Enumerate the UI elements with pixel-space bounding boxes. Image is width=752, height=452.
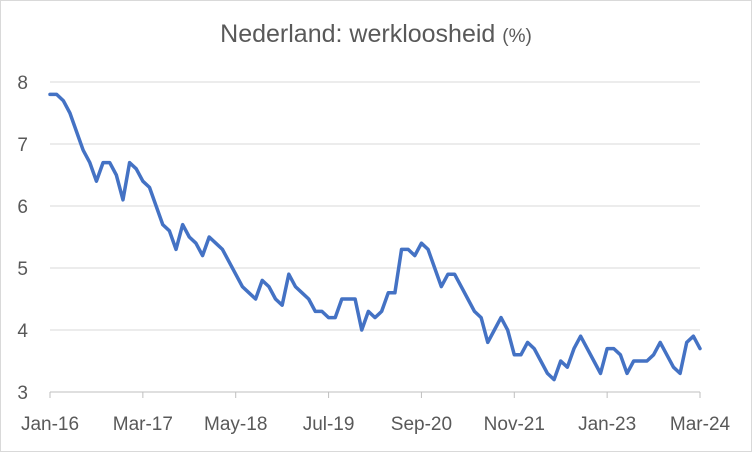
x-tick-label: Jan-23: [578, 414, 636, 435]
x-tick-label: Mar-24: [670, 414, 731, 435]
chart-title-unit: (%): [502, 26, 532, 47]
series: [48, 92, 702, 382]
y-tick-label: 5: [17, 259, 28, 280]
chart-title-text: Nederland: werkloosheid: [220, 20, 496, 48]
y-tick-label: 7: [17, 135, 28, 156]
x-tick-label: Mar-17: [113, 414, 173, 435]
y-tick-label: 6: [17, 197, 28, 218]
y-tick-label: 4: [17, 321, 28, 342]
chart-title: Nederland: werkloosheid (%): [0, 20, 752, 49]
series-line: [48, 92, 702, 382]
x-axis: [49, 391, 701, 398]
y-tick-label: 3: [17, 383, 28, 404]
x-tick-label: May-18: [204, 414, 267, 435]
x-axis-labels: Jan-16 Mar-17 May-18 Jul-19 Sep-20 Nov-21 Jan-…: [21, 414, 731, 435]
x-tick-label: Jan-16: [21, 414, 79, 435]
x-tick-label: Nov-21: [484, 414, 545, 435]
gridlines: [50, 81, 700, 331]
x-tick-label: Jul-19: [303, 414, 355, 435]
y-axis: 3 4 5 6 7 8: [17, 73, 28, 404]
x-tick-label: Sep-20: [391, 414, 452, 435]
y-tick-label: 8: [17, 73, 28, 94]
